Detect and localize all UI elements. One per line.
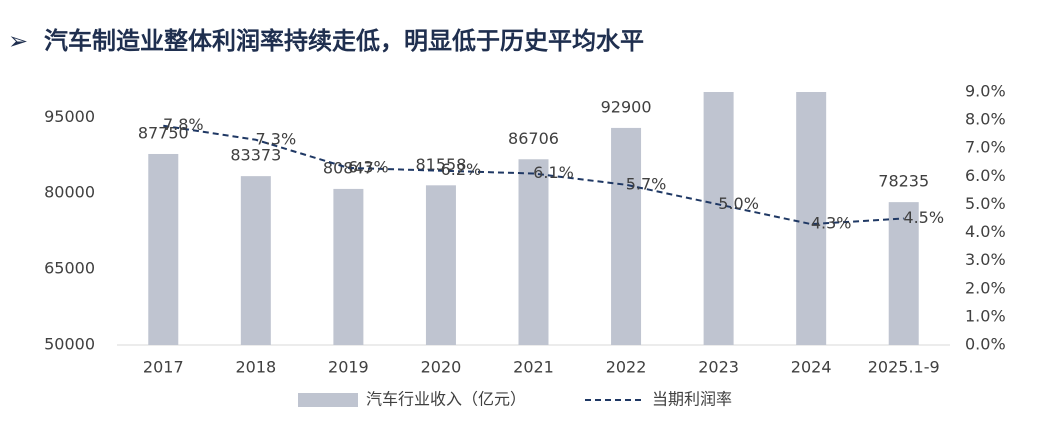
y2-tick-label: 8.0% [965,110,1006,129]
bar [703,92,734,346]
line [163,124,904,226]
y2-tick-label: 7.0% [965,138,1006,157]
y2-tick-label: 4.0% [965,222,1006,241]
line-label: 4.3% [811,214,852,233]
line-label: 6.3% [348,157,389,176]
bar [333,188,364,345]
line-label: 7.8% [163,115,204,134]
y2-tick-label: 1.0% [965,306,1006,325]
bar [611,127,642,346]
bar-label: 83373 [230,146,281,165]
y-tick-label: 65000 [44,259,95,278]
bar-label: 86706 [508,129,559,148]
x-tick-label: 2018 [235,358,276,377]
y-tick-label: 50000 [44,335,95,354]
bar [796,92,827,346]
legend-label: 当期利润率 [652,390,732,409]
bar-label: 92900 [601,97,652,116]
legend-swatch [298,393,358,407]
bar-label: 81558 [415,155,466,174]
bar [240,176,271,345]
line-label: 5.0% [718,194,759,213]
x-tick-label: 2021 [513,358,554,377]
y-tick-label: 80000 [44,183,95,202]
bullet: ➢ [8,27,28,55]
x-tick-label: 2020 [421,358,462,377]
legend-label: 汽车行业收入（亿元） [366,390,526,409]
line-label: 6.2% [441,160,482,179]
line-label: 6.1% [533,163,574,182]
line-label: 7.3% [256,129,297,148]
y2-tick-label: 6.0% [965,166,1006,185]
y2-tick-label: 9.0% [965,82,1006,101]
line-label: 5.7% [626,174,667,193]
x-tick-label: 2023 [698,358,739,377]
x-tick-label: 2024 [791,358,832,377]
bar [425,185,456,345]
bar [518,159,549,345]
y2-tick-label: 5.0% [965,194,1006,213]
y2-tick-label: 0.0% [965,335,1006,354]
x-tick-label: 2025.1-9 [868,358,940,377]
x-tick-label: 2017 [143,358,184,377]
x-tick-label: 2019 [328,358,369,377]
chart-title: 汽车制造业整体利润率持续走低，明显低于历史平均水平 [44,27,644,55]
line-label: 4.5% [903,208,944,227]
bar [148,153,179,345]
y2-tick-label: 2.0% [965,278,1006,297]
y2-tick-label: 3.0% [965,250,1006,269]
y-tick-label: 95000 [44,107,95,126]
bar-label: 78235 [878,172,929,191]
bar [888,202,919,345]
x-tick-label: 2022 [606,358,647,377]
